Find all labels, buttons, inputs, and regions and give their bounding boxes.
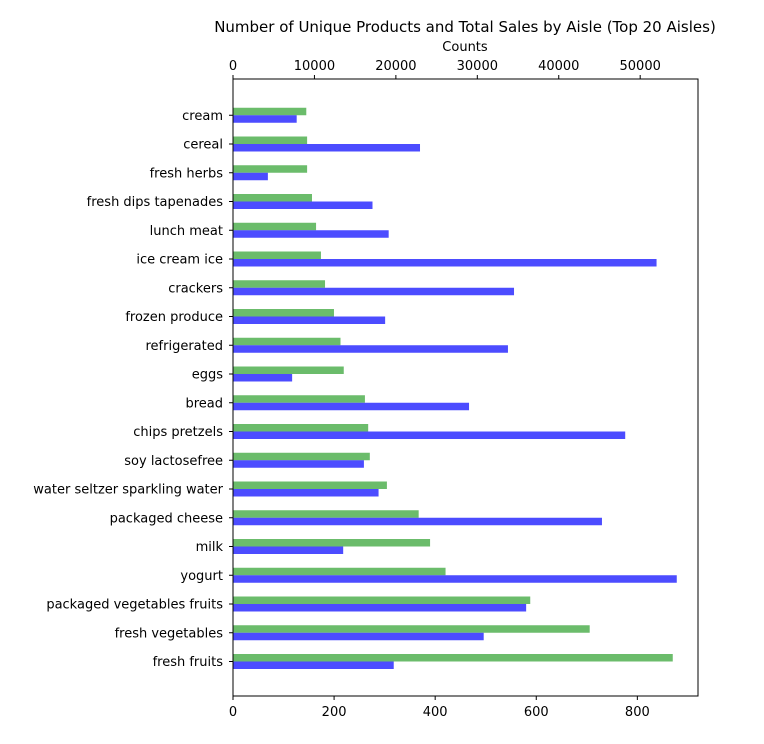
y-tick-label: crackers xyxy=(168,281,223,296)
y-tick-label: lunch meat xyxy=(150,224,223,239)
bar-top-series-3 xyxy=(233,567,446,576)
bottom-tick-label: 600 xyxy=(524,705,549,720)
y-tick-label: yogurt xyxy=(180,569,223,584)
y-tick-label: chips pretzels xyxy=(133,425,223,440)
bottom-tick-label: 800 xyxy=(625,705,650,720)
bar-bottom-series-19 xyxy=(233,115,297,123)
bar-bottom-series-10 xyxy=(233,374,293,382)
bar-top-series-11 xyxy=(233,337,341,346)
y-tick-label: cream xyxy=(182,109,223,124)
bar-top-series-5 xyxy=(233,510,419,518)
bar-top-series-16 xyxy=(233,194,312,202)
top-tick-label: 40000 xyxy=(538,59,579,74)
bottom-tick-label: 400 xyxy=(423,705,448,720)
y-tick-label: fresh vegetables xyxy=(115,626,224,641)
bar-bottom-series-9 xyxy=(233,402,470,411)
bar-bottom-series-0 xyxy=(233,661,394,669)
y-tick-label: fresh dips tapenades xyxy=(87,195,224,210)
bar-top-series-7 xyxy=(233,452,370,461)
y-tick-label: milk xyxy=(196,540,224,555)
bar-bottom-series-18 xyxy=(233,144,421,152)
plot-area: fresh fruits fresh vegetables packaged veg… xyxy=(33,59,699,720)
bar-top-series-19 xyxy=(233,107,307,116)
bar-top-series-12 xyxy=(233,309,334,317)
bar-bottom-series-3 xyxy=(233,575,677,583)
top-tick-label: 10000 xyxy=(294,59,335,74)
bar-top-series-9 xyxy=(233,395,365,403)
bar-bottom-series-13 xyxy=(233,287,515,296)
y-tick-label: ice cream ice xyxy=(136,253,223,268)
bar-bottom-series-16 xyxy=(233,201,373,209)
bar-bottom-series-1 xyxy=(233,632,484,641)
bar-top-series-10 xyxy=(233,366,344,374)
top-tick-label: 30000 xyxy=(457,59,498,74)
y-tick-label: cereal xyxy=(183,138,223,153)
bar-top-series-6 xyxy=(233,481,387,489)
bar-bottom-series-8 xyxy=(233,431,626,439)
chart-title: Number of Unique Products and Total Sale… xyxy=(214,18,716,36)
bar-bottom-series-11 xyxy=(233,345,508,353)
bar-top-series-2 xyxy=(233,596,531,604)
y-tick-label: fresh herbs xyxy=(150,166,224,181)
y-tick-label: packaged vegetables fruits xyxy=(46,598,223,613)
bar-top-series-15 xyxy=(233,222,317,231)
bar-bottom-series-2 xyxy=(233,604,527,612)
plot-frame xyxy=(232,78,699,697)
bar-top-series-18 xyxy=(233,136,308,144)
bar-bottom-series-17 xyxy=(233,172,268,181)
y-tick-label: soy lactosefree xyxy=(124,454,223,469)
y-tick-label: fresh fruits xyxy=(153,655,224,670)
bar-bottom-series-12 xyxy=(233,316,386,324)
top-tick-label: 20000 xyxy=(375,59,416,74)
y-tick-label: frozen produce xyxy=(125,310,223,325)
bar-top-series-17 xyxy=(233,165,308,173)
bar-bottom-series-14 xyxy=(233,259,657,267)
bar-top-series-14 xyxy=(233,251,321,259)
top-axis-label: Counts xyxy=(442,40,488,55)
y-tick-label: refrigerated xyxy=(146,339,224,354)
bar-bottom-series-7 xyxy=(233,460,364,468)
bar-top-series-8 xyxy=(233,424,369,432)
bar-top-series-4 xyxy=(233,539,431,547)
bar-top-series-0 xyxy=(233,654,673,662)
top-tick-label: 0 xyxy=(229,59,237,74)
top-tick-label: 50000 xyxy=(620,59,661,74)
y-tick-label: water seltzer sparkling water xyxy=(33,483,223,498)
bottom-tick-label: 0 xyxy=(229,705,237,720)
bottom-tick-label: 200 xyxy=(322,705,347,720)
y-tick-label: packaged cheese xyxy=(110,511,223,526)
bar-bottom-series-4 xyxy=(233,546,344,554)
bar-bottom-series-6 xyxy=(233,489,379,497)
bar-top-series-1 xyxy=(233,625,590,633)
bar-bottom-series-15 xyxy=(233,230,389,238)
y-tick-label: bread xyxy=(185,396,223,411)
bar-bottom-series-5 xyxy=(233,517,602,526)
y-tick-label: eggs xyxy=(192,368,224,383)
bar-top-series-13 xyxy=(233,280,326,288)
